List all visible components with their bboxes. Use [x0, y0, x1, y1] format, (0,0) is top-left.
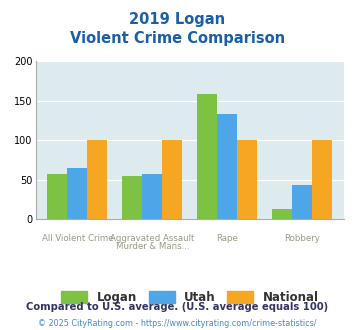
Text: Compared to U.S. average. (U.S. average equals 100): Compared to U.S. average. (U.S. average …	[26, 302, 329, 312]
Text: 2019 Logan: 2019 Logan	[130, 12, 225, 26]
Bar	[197, 94, 217, 219]
Text: Rape: Rape	[217, 234, 238, 243]
Bar	[142, 174, 163, 219]
Bar	[217, 114, 237, 219]
Bar	[122, 176, 142, 219]
Bar	[163, 140, 182, 219]
Bar	[48, 174, 67, 219]
Text: Robbery: Robbery	[284, 234, 320, 243]
Text: © 2025 CityRating.com - https://www.cityrating.com/crime-statistics/: © 2025 CityRating.com - https://www.city…	[38, 319, 317, 328]
Bar	[293, 184, 312, 219]
Bar	[312, 140, 332, 219]
Bar	[87, 140, 108, 219]
Legend: Logan, Utah, National: Logan, Utah, National	[56, 286, 323, 309]
Bar	[67, 168, 87, 219]
Text: All Violent Crime: All Violent Crime	[42, 234, 113, 243]
Bar	[237, 140, 257, 219]
Text: Aggravated Assault: Aggravated Assault	[110, 234, 195, 243]
Text: Violent Crime Comparison: Violent Crime Comparison	[70, 31, 285, 46]
Bar	[272, 209, 293, 219]
Text: Murder & Mans...: Murder & Mans...	[116, 243, 189, 251]
